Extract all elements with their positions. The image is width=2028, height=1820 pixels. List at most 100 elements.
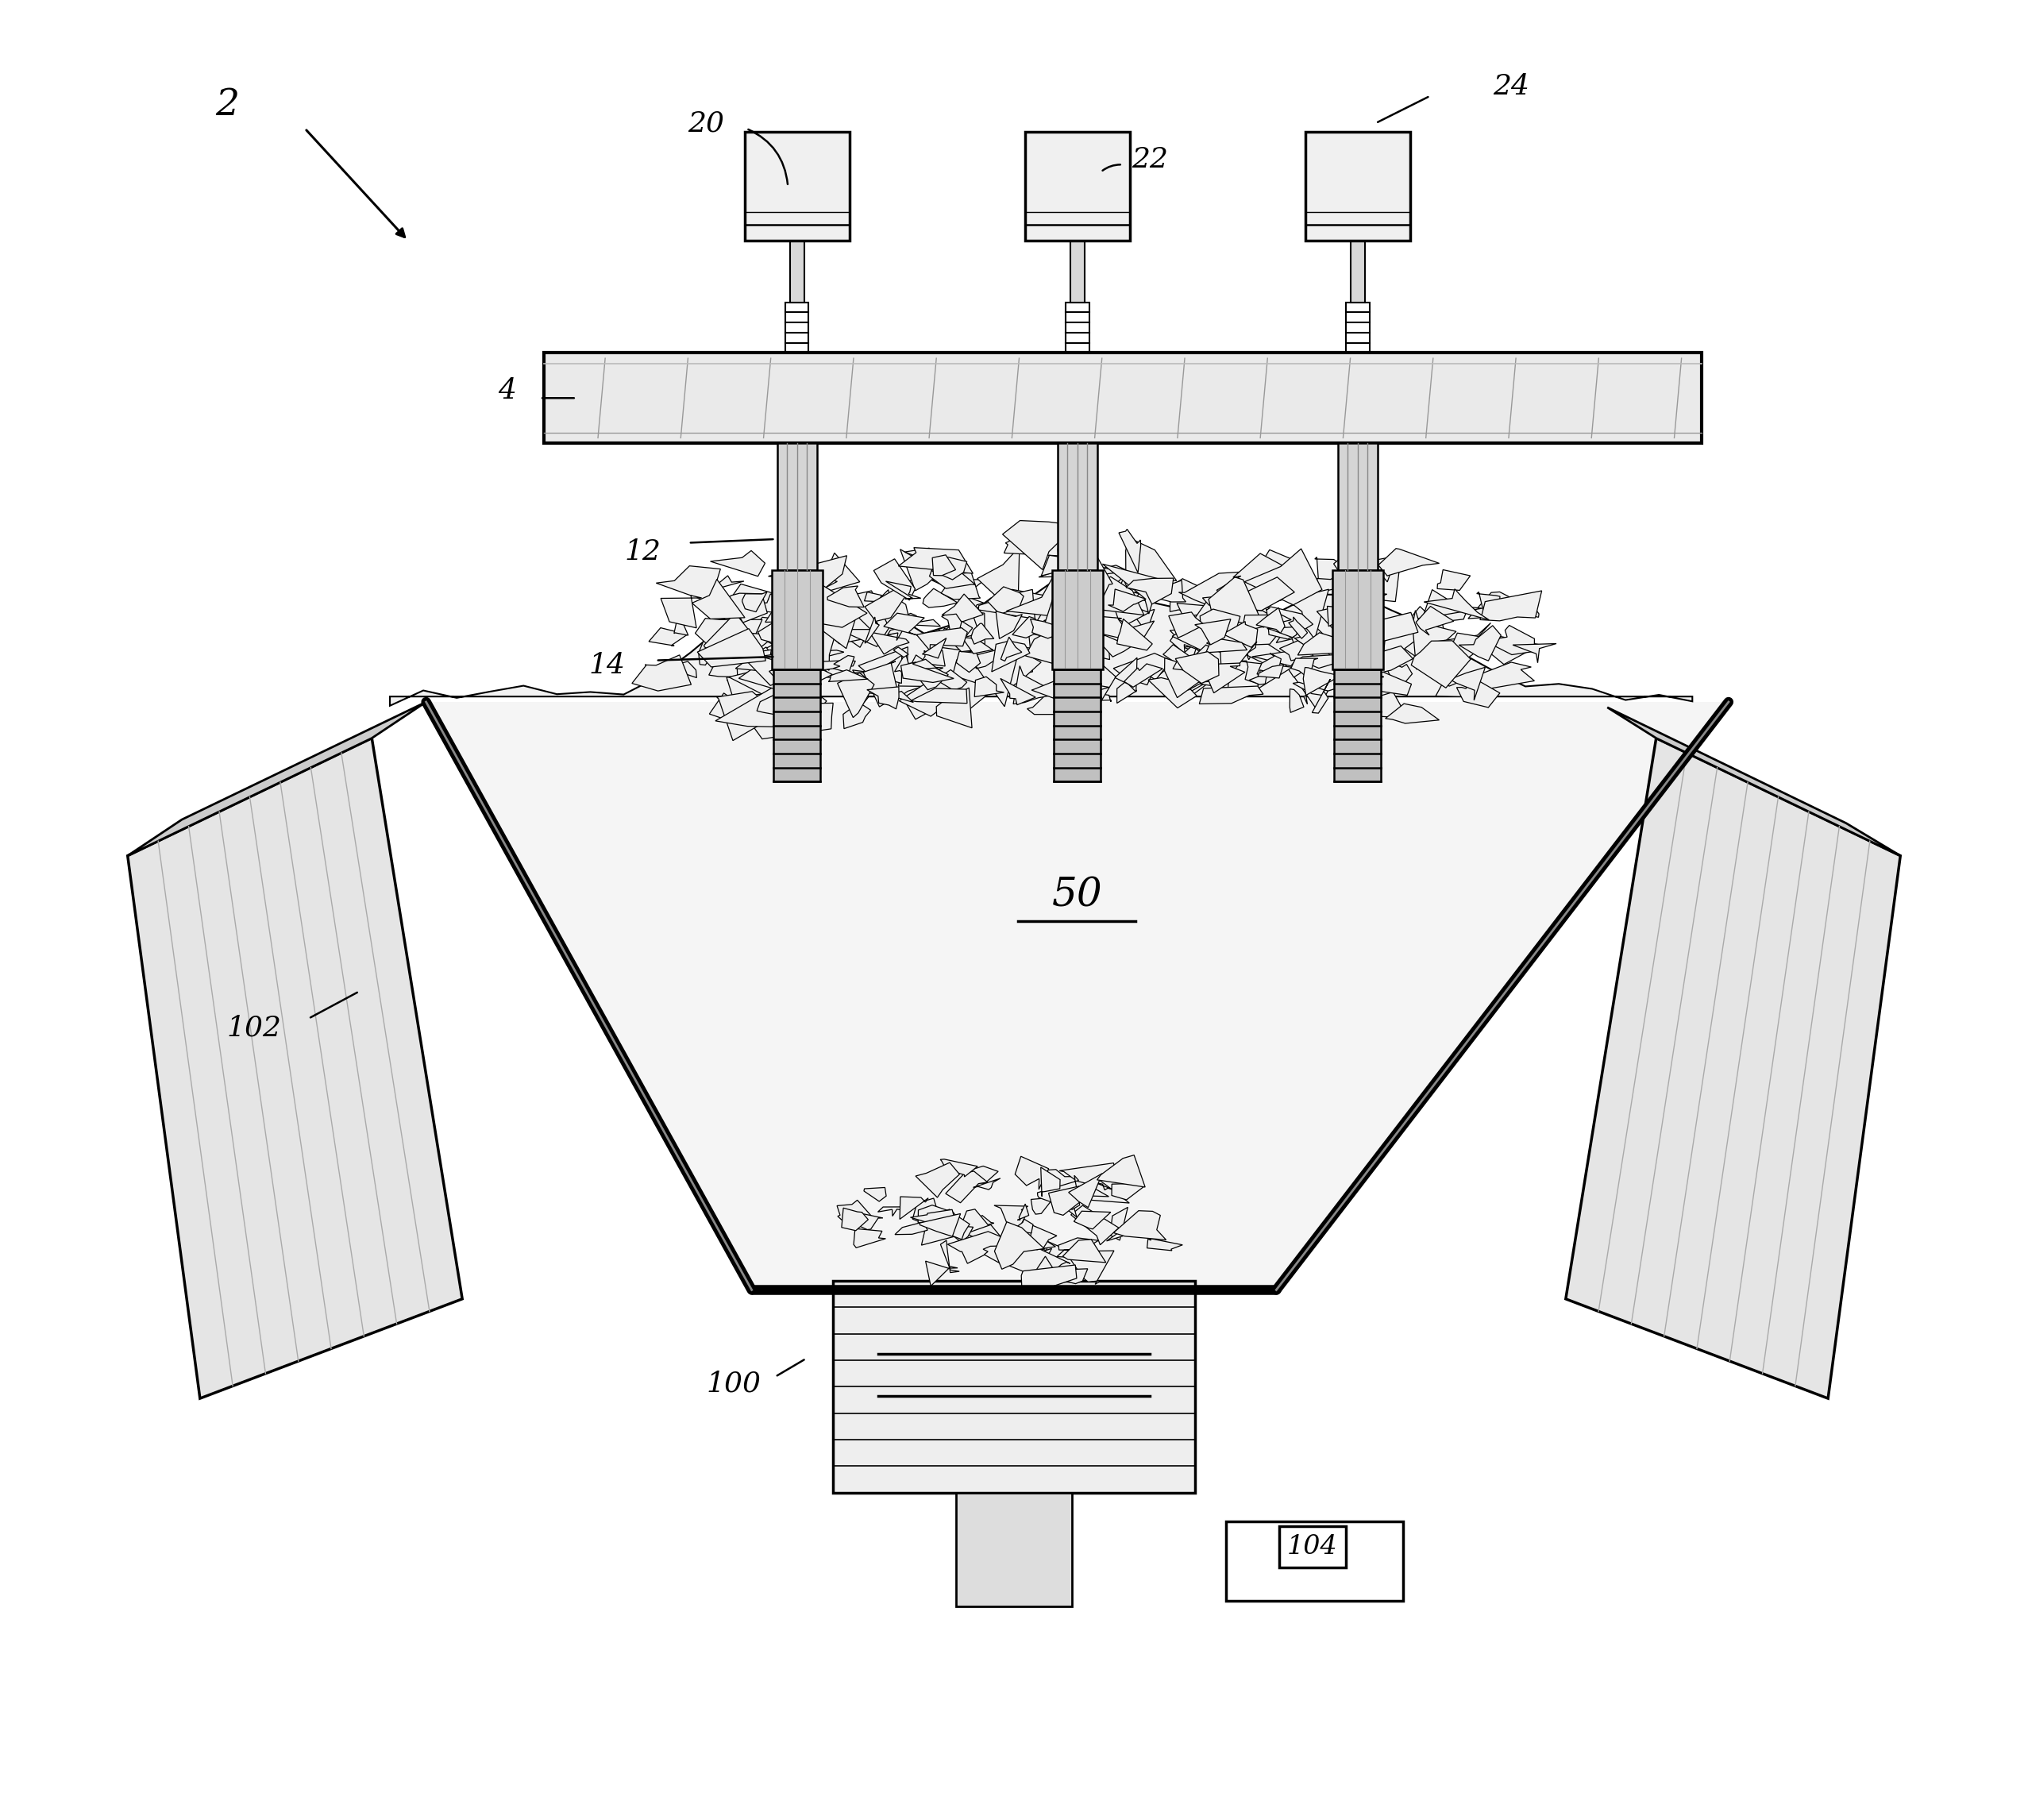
Polygon shape [1334,551,1375,593]
Polygon shape [1484,626,1535,655]
Polygon shape [1292,659,1318,677]
Polygon shape [959,1208,996,1234]
Polygon shape [1046,1170,1093,1210]
Polygon shape [1115,657,1138,692]
Polygon shape [1061,1269,1087,1283]
Polygon shape [898,548,973,573]
Polygon shape [1351,240,1365,302]
Polygon shape [925,670,967,695]
Polygon shape [1036,1256,1053,1278]
Polygon shape [1026,681,1089,715]
Polygon shape [943,593,984,622]
Text: 22: 22 [1132,146,1168,173]
Polygon shape [900,655,943,686]
Polygon shape [1000,679,1036,704]
Polygon shape [931,1212,969,1239]
Polygon shape [864,661,900,706]
Polygon shape [716,686,791,726]
Polygon shape [929,559,975,588]
Polygon shape [1411,641,1470,688]
Polygon shape [1148,1238,1182,1250]
Polygon shape [1326,621,1379,661]
Polygon shape [941,1241,959,1272]
Polygon shape [925,1261,957,1287]
Polygon shape [921,1208,965,1245]
Polygon shape [1207,637,1247,653]
Polygon shape [817,553,860,593]
Polygon shape [886,581,921,599]
Polygon shape [1298,653,1345,668]
Polygon shape [821,610,874,648]
Polygon shape [1361,692,1407,717]
Polygon shape [900,662,953,682]
Polygon shape [1379,548,1440,575]
Polygon shape [866,686,898,710]
Polygon shape [854,1212,882,1230]
Polygon shape [785,566,838,601]
Polygon shape [1071,240,1085,302]
Polygon shape [769,555,848,602]
Polygon shape [657,566,720,599]
Polygon shape [1126,537,1176,581]
Polygon shape [704,613,775,661]
Polygon shape [1071,1205,1119,1245]
Polygon shape [852,670,925,701]
Polygon shape [1152,642,1235,701]
Polygon shape [1048,1185,1109,1216]
Polygon shape [1219,633,1257,673]
Polygon shape [992,652,1040,686]
Polygon shape [649,628,687,646]
Polygon shape [1002,521,1077,570]
Polygon shape [750,681,811,723]
Polygon shape [1095,1183,1113,1190]
Polygon shape [984,644,1032,679]
Polygon shape [931,673,996,710]
Polygon shape [1298,652,1318,668]
Polygon shape [777,579,836,617]
Polygon shape [817,608,858,648]
Polygon shape [789,597,829,622]
Polygon shape [1059,688,1111,703]
Polygon shape [712,615,736,632]
Polygon shape [941,573,980,599]
Polygon shape [965,1225,1004,1243]
Polygon shape [1046,595,1091,621]
Polygon shape [1416,606,1454,635]
Polygon shape [931,579,986,590]
Polygon shape [750,617,807,650]
Polygon shape [696,619,763,655]
Polygon shape [1239,577,1294,610]
Polygon shape [947,1225,973,1241]
Polygon shape [1148,672,1197,708]
Polygon shape [785,642,813,670]
Polygon shape [917,628,967,652]
Polygon shape [870,632,909,653]
Polygon shape [756,682,813,715]
Polygon shape [1022,1265,1077,1294]
Polygon shape [1000,637,1022,661]
Polygon shape [1257,615,1326,666]
Polygon shape [874,655,902,682]
Polygon shape [1164,659,1207,697]
Polygon shape [1316,575,1338,593]
Polygon shape [1566,739,1900,1398]
Text: 2: 2 [215,87,239,124]
Polygon shape [1359,555,1401,602]
Polygon shape [937,688,971,728]
Polygon shape [1126,579,1174,604]
Polygon shape [1257,664,1284,679]
Polygon shape [834,1281,1194,1492]
Polygon shape [902,1198,939,1225]
Polygon shape [1176,602,1209,619]
Polygon shape [1411,590,1482,621]
Polygon shape [1341,624,1385,673]
Polygon shape [945,1172,988,1203]
Polygon shape [1097,1156,1146,1187]
Polygon shape [1292,590,1328,639]
Polygon shape [1440,602,1468,621]
Polygon shape [1265,606,1312,639]
Polygon shape [1030,1198,1055,1214]
Polygon shape [1241,550,1306,597]
Polygon shape [1053,684,1099,708]
Polygon shape [1403,606,1444,648]
